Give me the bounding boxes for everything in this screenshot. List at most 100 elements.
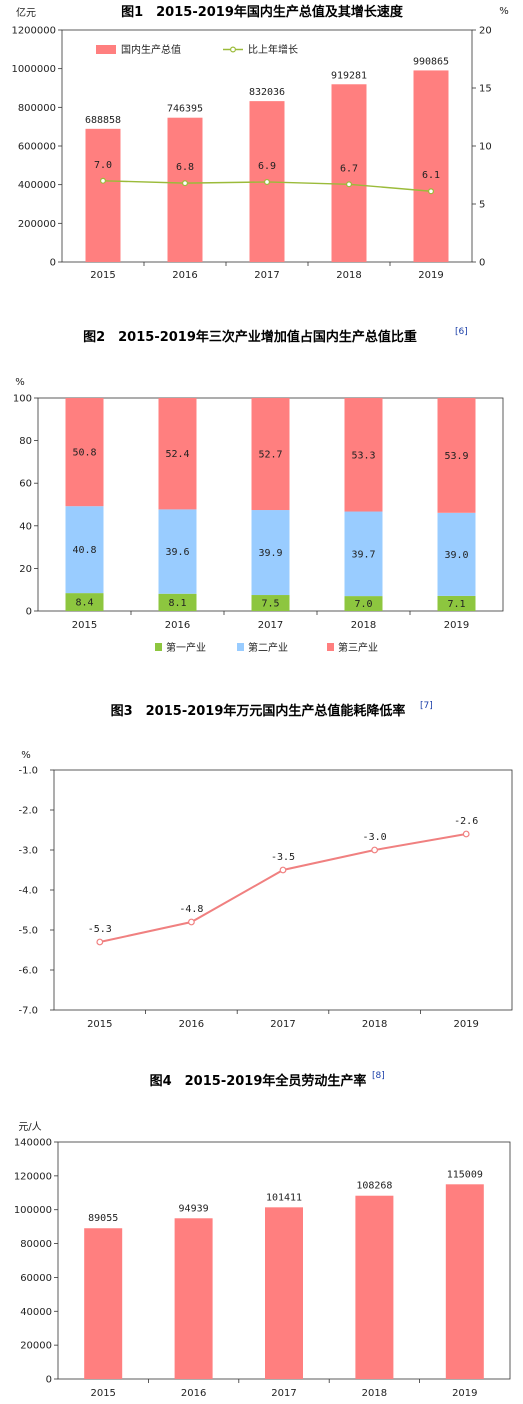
point-value-label: -5.3 [88,924,112,935]
legend-label-primary: 第一产业 [166,641,206,654]
y2-axis-unit: % [499,6,509,17]
gdp-bar [167,117,203,263]
segment-value-label: 53.3 [351,450,375,461]
x-tick-label: 2016 [172,270,197,281]
y-tick-label: -1.0 [18,766,38,777]
y-tick-label: 100 [13,394,32,405]
y-axis-unit: 元/人 [18,1121,41,1133]
tertiary-industry-segment [437,398,476,513]
legend-marker-growth [230,46,237,53]
x-tick-label: 2018 [362,1388,387,1399]
chart-footnote-ref: [7] [420,701,433,711]
tertiary-industry-segment [158,398,197,510]
productivity-bar [355,1195,394,1379]
x-tick-label: 2017 [258,620,283,631]
energy-reduction-point [187,918,195,926]
x-tick-label: 2016 [179,1019,204,1030]
x-tick-label: 2015 [72,620,97,631]
segment-value-label: 7.1 [447,599,465,610]
chart-footnote-ref: [6] [455,327,468,337]
chart-title: 图3 2015-2019年万元国内生产总值能耗降低率 [111,703,406,719]
x-tick-label: 2018 [362,1019,387,1030]
energy-reduction-point [96,938,104,946]
bar-value-label: 89055 [88,1213,118,1224]
x-tick-label: 2019 [452,1388,477,1399]
y-tick-label: -7.0 [18,1006,38,1017]
y-tick-label: 0 [50,258,56,269]
productivity-bar [265,1207,303,1379]
segment-value-label: 50.8 [72,448,96,459]
bar-value-label: 832036 [249,87,285,98]
segment-value-label: 53.9 [444,451,468,462]
chart-title: 图4 2015-2019年全员劳动生产率 [150,1073,367,1089]
primary-industry-segment [437,595,476,611]
energy-reduction-point [462,830,470,838]
primary-industry-segment [158,593,197,611]
bar-value-label: 115009 [447,1169,483,1180]
y-tick-label: 1200000 [11,26,56,37]
point-value-label: -2.6 [454,816,478,827]
segment-value-label: 8.4 [75,598,93,609]
tertiary-industry-segment [65,398,104,507]
productivity-bar [174,1218,213,1379]
line-value-label: 6.1 [422,170,440,181]
energy-reduction-point [371,846,379,854]
y2-tick-label: 20 [479,26,492,37]
growth-point [182,180,189,187]
productivity-bar [445,1184,484,1379]
legend-label-gdp: 国内生产总值 [121,43,181,56]
y2-tick-label: 15 [479,84,492,95]
x-tick-label: 2015 [90,270,115,281]
secondary-industry-segment [437,512,476,596]
bar-value-label: 746395 [167,104,203,115]
y-axis-unit: % [21,750,31,761]
y2-tick-label: 5 [479,200,485,211]
bar-value-label: 688858 [85,115,121,126]
point-value-label: -3.5 [271,852,295,863]
y2-tick-label: 0 [479,258,485,269]
legend-label-growth: 比上年增长 [248,43,298,56]
growth-point [264,178,271,185]
y-tick-label: 120000 [14,1171,52,1182]
x-tick-label: 2016 [165,620,190,631]
gdp-bar [331,84,367,262]
y-axis-unit: 亿元 [16,6,36,19]
x-tick-label: 2018 [336,270,361,281]
growth-point [346,181,353,188]
point-value-label: -4.8 [179,904,203,915]
y-tick-label: -4.0 [18,886,38,897]
y-tick-label: 60000 [20,1273,52,1284]
x-tick-label: 2017 [254,270,279,281]
y-tick-label: 20000 [20,1341,52,1352]
legend-swatch-gdp [96,45,116,54]
y-tick-label: 400000 [18,180,56,191]
y-tick-label: -5.0 [18,926,38,937]
segment-value-label: 8.1 [168,598,186,609]
segment-value-label: 39.0 [444,550,468,561]
line-value-label: 6.7 [340,163,358,174]
y-tick-label: 0 [26,607,32,618]
chart-title: 图1 2015-2019年国内生产总值及其增长速度 [121,4,404,20]
y-tick-label: 80 [19,436,32,447]
productivity-bar [84,1228,123,1379]
segment-value-label: 7.5 [261,599,279,610]
bar-value-label: 94939 [179,1203,209,1214]
x-tick-label: 2017 [271,1388,296,1399]
primary-industry-segment [251,595,290,611]
plot-frame [53,769,513,1011]
bar-value-label: 919281 [331,70,367,81]
y-tick-label: -6.0 [18,966,38,977]
segment-value-label: 7.0 [354,599,372,610]
segment-value-label: 39.7 [351,549,375,560]
y-tick-label: 200000 [18,219,56,230]
y-tick-label: 1000000 [11,64,56,75]
tertiary-industry-segment [344,398,383,512]
energy-reduction-point [279,866,287,874]
chart-footnote-ref: [8] [372,1071,385,1081]
y-tick-label: 600000 [18,142,56,153]
growth-point [428,188,435,195]
x-tick-label: 2016 [181,1388,206,1399]
gdp-bar [85,128,121,262]
